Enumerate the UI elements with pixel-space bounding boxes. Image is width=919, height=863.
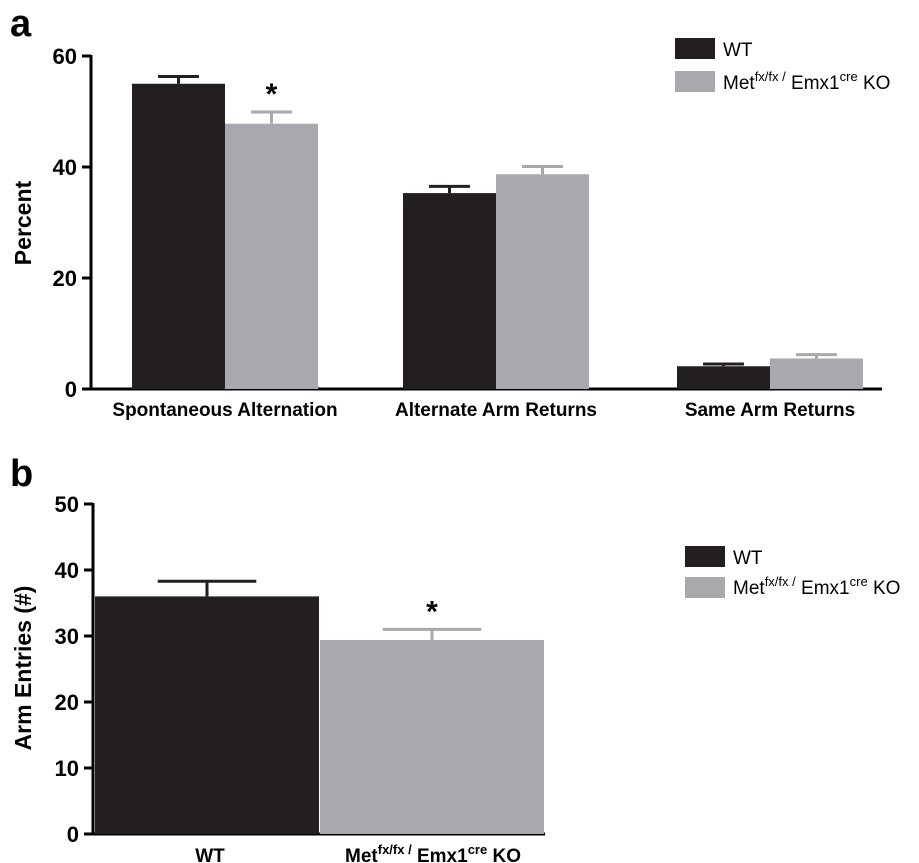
panel-b-y-axis-title: Arm Entries (#) <box>10 586 36 751</box>
panel-a-ko-bar <box>770 358 863 389</box>
panel-a-y-tick-label: 20 <box>53 266 77 291</box>
panel-a-wt-bar <box>677 366 770 389</box>
legend-a-ko-label: Metfx/fx / Emx1cre KO <box>723 69 890 94</box>
legend-b-wt-label: WT <box>733 548 763 569</box>
panel-b-y-tick-label: 0 <box>67 822 79 847</box>
legend-a-wt-swatch <box>675 38 715 59</box>
panel-a-significance-mark: * <box>266 78 278 111</box>
panel-a-ko-bar <box>496 174 589 389</box>
panel-b-y-tick-label: 40 <box>55 558 79 583</box>
panel-a-y-tick-label: 40 <box>53 155 77 180</box>
panel-a-letter: a <box>10 3 32 45</box>
panel-b-ko-bar <box>320 639 544 834</box>
panel-a-ko-bar <box>225 123 318 390</box>
legend-b-ko-swatch <box>685 577 725 598</box>
panel-a-category-label: Same Arm Returns <box>685 400 855 421</box>
legend-a-ko-swatch <box>675 71 715 92</box>
legend-b-wt-swatch <box>685 546 725 567</box>
panel-a-category-label: Alternate Arm Returns <box>395 400 597 421</box>
panel-a-category-label: Spontaneous Alternation <box>112 400 337 421</box>
panel-b-x-label-wt: WT <box>195 846 225 863</box>
panel-b-significance-mark: * <box>426 595 438 628</box>
panel-b-y-tick-label: 50 <box>55 492 79 517</box>
panel-b-x-label-ko: Metfx/fx / Emx1cre KO <box>345 842 521 863</box>
panel-a-y-tick-label: 0 <box>65 377 77 402</box>
panel-b-letter: b <box>10 453 33 495</box>
panel-a-y-axis-title: Percent <box>10 180 36 265</box>
panel-b-y-tick-label: 10 <box>55 756 79 781</box>
legend-b-ko-label: Metfx/fx / Emx1cre KO <box>733 574 900 599</box>
panel-b-legend: WT Metfx/fx / Emx1cre KO <box>685 546 900 599</box>
panel-a-legend: WT Metfx/fx / Emx1cre KO <box>675 38 890 94</box>
panel-a-chart: 0 20 40 60 * Spontaneous Alternation Alternate… <box>53 44 882 421</box>
panel-b-chart: 0 10 20 30 40 50 * <box>55 492 545 847</box>
panel-b-y-tick-label: 30 <box>55 624 79 649</box>
panel-b-wt-bar <box>95 596 319 834</box>
panel-b-y-tick-label: 20 <box>55 690 79 715</box>
panel-a-wt-bar <box>132 83 225 389</box>
panel-a-wt-bar <box>403 193 496 389</box>
legend-a-wt-label: WT <box>723 40 753 61</box>
panel-a-y-tick-label: 60 <box>53 44 77 69</box>
